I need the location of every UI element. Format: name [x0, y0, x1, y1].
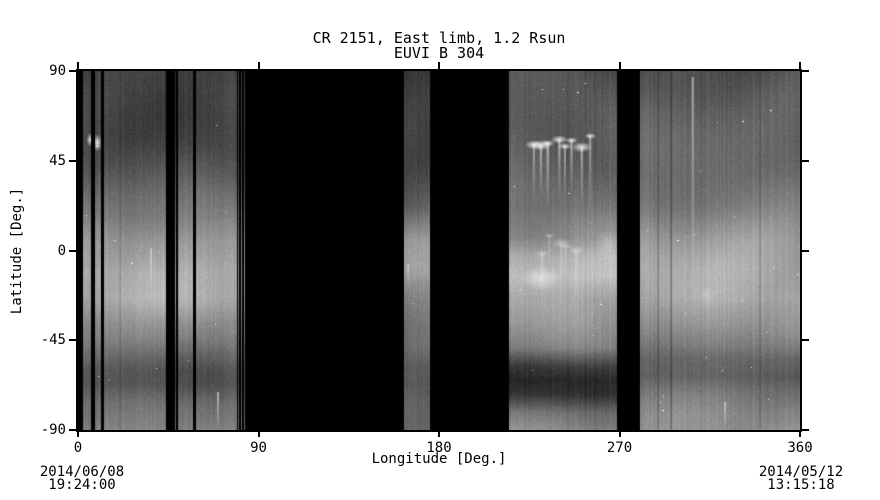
y-tick-mark — [69, 70, 76, 72]
y-tick-mark — [69, 159, 76, 162]
y-tick-mark — [802, 249, 809, 252]
x-tick-mark — [257, 432, 260, 437]
start-date: 2014/06/08 — [39, 464, 125, 480]
y-tick-label: -45 — [40, 332, 66, 349]
x-tick-label: 0 — [73, 440, 83, 456]
y-tick-label: 0 — [57, 242, 66, 259]
end-time: 13:15:18 — [767, 477, 835, 493]
x-tick-mark — [438, 432, 440, 437]
start-date-annotation: 2014/06/08 19:24:00 — [34, 464, 130, 493]
x-tick-mark — [799, 432, 801, 437]
x-tick-mark — [77, 432, 79, 437]
x-tick-label: 360 — [787, 440, 813, 456]
x-tick-label: 270 — [606, 440, 633, 456]
end-date-annotation: 2014/05/12 13:15:18 — [753, 464, 849, 493]
y-tick-mark — [802, 429, 809, 431]
x-tick-mark — [77, 62, 79, 69]
x-tick-mark — [799, 62, 801, 69]
y-tick-mark — [69, 339, 76, 342]
y-tick-mark — [69, 429, 76, 431]
y-tick-mark — [802, 339, 809, 342]
x-tick-mark — [618, 432, 621, 437]
y-axis-label: Latitude [Deg.] — [9, 187, 25, 315]
y-tick-label: 45 — [49, 152, 66, 169]
chart-title: CR 2151, East limb, 1.2 Rsun — [312, 29, 566, 47]
x-axis-label: Longitude [Deg.] — [371, 451, 507, 467]
end-date: 2014/05/12 — [758, 464, 844, 480]
y-tick-mark — [69, 249, 76, 252]
y-tick-mark — [802, 70, 809, 72]
y-tick-label: -90 — [40, 422, 66, 438]
y-tick-label: 90 — [49, 63, 66, 79]
synoptic-map-canvas — [78, 71, 800, 430]
y-tick-mark — [802, 159, 809, 162]
x-tick-mark — [438, 62, 440, 69]
x-tick-mark — [257, 62, 260, 69]
chart-subtitle: EUVI B 304 — [393, 44, 485, 62]
x-tick-label: 90 — [250, 440, 267, 456]
start-time: 19:24:00 — [48, 477, 116, 493]
x-tick-label: 180 — [426, 440, 452, 456]
x-tick-mark — [618, 62, 621, 69]
